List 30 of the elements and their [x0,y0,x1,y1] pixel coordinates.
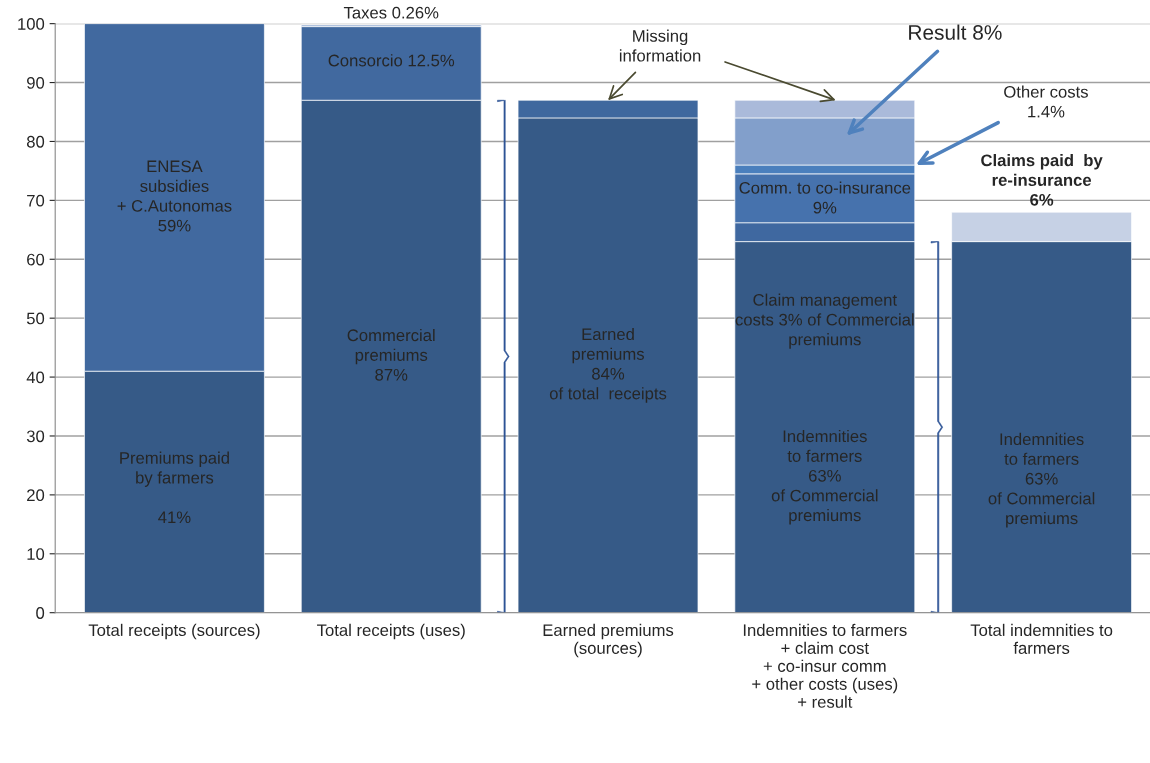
annotation: Consorcio 12.5% [328,54,455,67]
y-tick-label: 80 [26,135,45,148]
annotation: Comm. to co-insurance 9% [739,181,911,214]
annotation: Indemnities to farmers 63% of Commercial premiums [771,429,878,525]
annotation: Indemnities to farmers 63% of Commercial premiums [988,432,1095,528]
annotation: ENESA subsidies + C.Autonomas 59% [117,160,232,232]
y-tick-label: 90 [27,76,45,89]
text: Premiums paid by farmers 41% [120,451,229,524]
annotation: Claim management costs 3% of Commercial premiums [735,293,914,349]
x-tick-label: Total receipts (uses) [317,623,465,640]
y-tick-label: 10 [27,548,45,560]
y-tick-label: 50 [26,312,45,325]
y-tick-label: 0 [36,607,45,619]
x-tick-label: Total receipts (sources) [88,623,260,640]
annotation: Claims paid by re-insurance 6% [981,153,1103,206]
annotation: Result 8% [909,24,1002,40]
y-tick-label: 70 [27,194,45,207]
y-tick-label: 30 [26,430,45,443]
annotation: Earned premiums 84% of total receipts [549,327,667,403]
y-tick-label: 20 [27,489,45,502]
y-tick-label: 100 [18,18,45,30]
annotation: Other costs 1.4% [1004,85,1088,118]
x-tick-label: Total indemnities to farmers [970,623,1113,654]
text: Taxes 0.26% [343,6,439,19]
x-tick-label: Earned premiums (sources) [543,623,674,658]
annotation: Commercial premiums 87% [347,328,435,381]
y-tick-label: 60 [27,253,45,266]
annotation: Missing information [619,29,701,62]
y-tick-label: 40 [26,371,45,384]
x-tick-label: Indemnities to farmers + claim cost + co-insur comm + other costs (uses) + result [743,623,907,708]
